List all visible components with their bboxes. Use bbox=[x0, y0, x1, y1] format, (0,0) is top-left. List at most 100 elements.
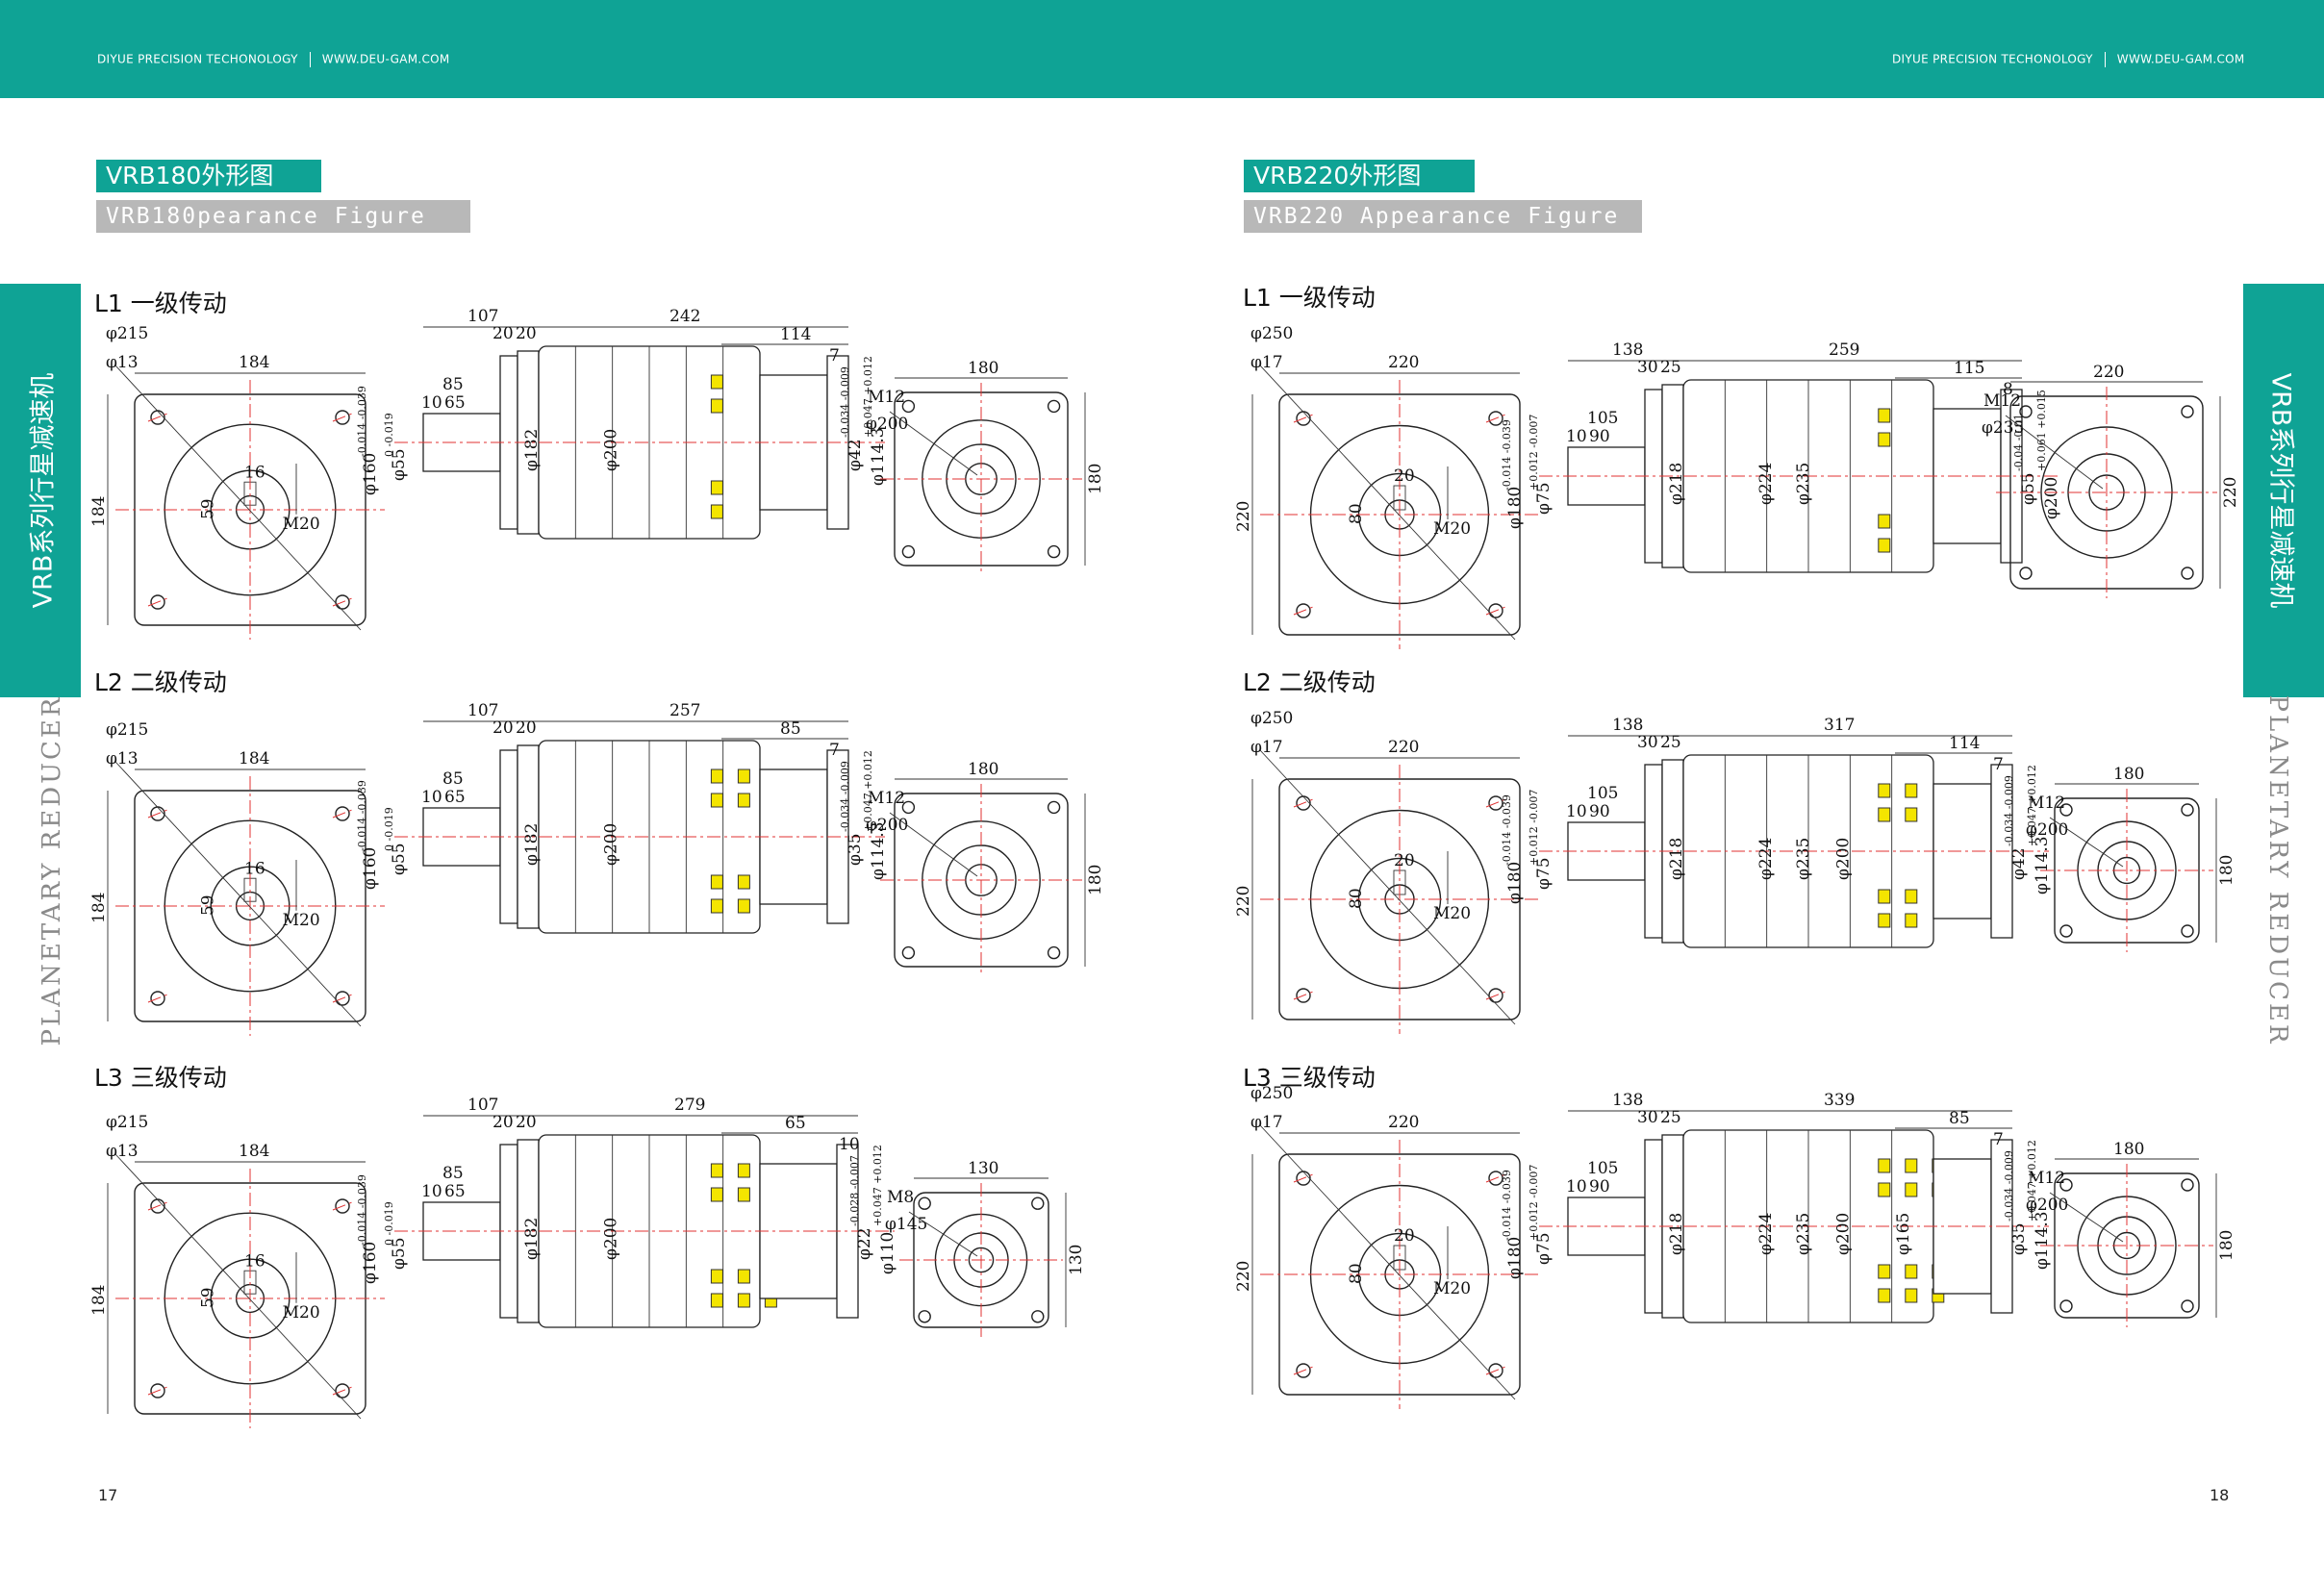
dimension-label: M12 bbox=[1983, 391, 2021, 411]
dimension-label: φ200 bbox=[2026, 1196, 2068, 1215]
dimension-label: -0.014 -0.039 bbox=[1501, 1170, 1513, 1241]
dimension-label: 10 bbox=[1566, 427, 1587, 446]
mounting-hole bbox=[2181, 924, 2194, 938]
center-mark bbox=[1485, 798, 1506, 808]
dimension-label: -0.034 -0.009 bbox=[839, 761, 851, 832]
dimension-label: φ180 bbox=[1505, 862, 1525, 904]
rear-view-drawing: 220 220 M12 φ235 bbox=[1982, 363, 2240, 598]
dimension-label: φ200 bbox=[1834, 1213, 1854, 1255]
dimension-label: φ215 bbox=[106, 720, 148, 740]
dimension-label: φ55 bbox=[390, 1237, 409, 1270]
rear-view-drawing: 180 180 M12 φ200 bbox=[2026, 1140, 2236, 1327]
rear-view-drawing: 130 130 M8 φ145 bbox=[885, 1159, 1086, 1337]
dimension-label: φ114.3 bbox=[2033, 1211, 2052, 1270]
dimension-label: φ13 bbox=[106, 353, 139, 372]
dimension-label: φ200 bbox=[1834, 838, 1854, 880]
dimension-label: φ55 bbox=[2019, 472, 2038, 505]
dimension-label: 10 bbox=[839, 1135, 860, 1154]
dimension-label: φ235 bbox=[1794, 1213, 1813, 1255]
dimension-label: M20 bbox=[1433, 1279, 1471, 1298]
center-mark bbox=[1485, 1173, 1506, 1183]
dimension-label: φ75 bbox=[1534, 857, 1554, 890]
side-tab-label: VRB系列行星减速机 bbox=[28, 372, 59, 609]
website: WWW.DEU-GAM.COM bbox=[2116, 52, 2245, 66]
dimension-label: M20 bbox=[1433, 904, 1471, 923]
dimension-label: M12 bbox=[2028, 794, 2065, 813]
dimension-label: 20 bbox=[516, 1113, 537, 1132]
dimension-label: 7 bbox=[1993, 755, 2004, 774]
dimension-label: φ218 bbox=[1667, 463, 1686, 505]
mounting-hole bbox=[1488, 795, 1503, 811]
leader-line bbox=[1259, 749, 1516, 1025]
center-mark bbox=[1293, 1366, 1314, 1375]
dimension-label: 105 bbox=[1587, 409, 1618, 428]
dimension-label: φ35 bbox=[2009, 1222, 2029, 1255]
right-title-cn: VRB220外形图 bbox=[1244, 160, 1475, 192]
bolt-marker bbox=[710, 793, 723, 808]
dimension-label: 184 bbox=[89, 893, 109, 923]
dimension-label: 85 bbox=[1949, 1109, 1970, 1128]
center-mark bbox=[1485, 991, 1506, 1000]
dimension-label: 16 bbox=[244, 1251, 265, 1271]
dimension-label: 180 bbox=[1086, 464, 1105, 494]
dimension-label: 10 bbox=[1566, 802, 1587, 821]
dimension-label: 0 -0.019 bbox=[383, 807, 395, 851]
dimension-label: 8 bbox=[2003, 380, 2013, 399]
dimension-label: 130 bbox=[1067, 1245, 1086, 1275]
dimension-label: 20 bbox=[493, 718, 514, 738]
dimension-label: -0.014 -0.039 bbox=[1501, 419, 1513, 491]
dimension-label: 115 bbox=[1954, 359, 1984, 378]
dimension-label: φ235 bbox=[1794, 838, 1813, 880]
center-mark bbox=[147, 809, 168, 819]
bolt-marker bbox=[710, 768, 723, 784]
dimension-label: 180 bbox=[1086, 865, 1105, 895]
dimension-label: 85 bbox=[780, 719, 801, 739]
dimension-label: φ200 bbox=[866, 816, 908, 835]
bolt-marker bbox=[1878, 432, 1891, 447]
page-number-right: 18 bbox=[2210, 1486, 2230, 1504]
dimension-label: 20 bbox=[1394, 466, 1415, 486]
bolt-marker bbox=[737, 874, 750, 890]
bolt-marker bbox=[737, 1269, 750, 1284]
mounting-hole bbox=[335, 1383, 350, 1398]
dimension-label: 20 bbox=[493, 324, 514, 343]
dimension-label: 80 bbox=[1347, 888, 1366, 909]
dimension-label: φ235 bbox=[1794, 463, 1813, 505]
center-mark bbox=[332, 1201, 353, 1211]
bolt-marker bbox=[1878, 913, 1891, 928]
dimension-label: -0.034 -0.009 bbox=[2003, 775, 2015, 846]
center-mark bbox=[332, 1386, 353, 1396]
dimension-label: 180 bbox=[2217, 855, 2236, 886]
dimension-label: φ200 bbox=[602, 1218, 621, 1260]
leader-line bbox=[2005, 415, 2104, 490]
dimension-label: 25 bbox=[1660, 733, 1681, 752]
mounting-hole bbox=[150, 1383, 165, 1398]
output-housing bbox=[759, 374, 828, 511]
company-name: DIYUE PRECISION TECHONOLOGY bbox=[1892, 52, 2093, 66]
center-mark bbox=[1485, 414, 1506, 423]
dimension-label: 138 bbox=[1612, 1091, 1643, 1110]
leader-line bbox=[908, 1211, 978, 1257]
dimension-label: φ218 bbox=[1667, 838, 1686, 880]
dimension-label: 7 bbox=[829, 741, 840, 760]
bolt-marker bbox=[1878, 783, 1891, 798]
dimension-label: φ215 bbox=[106, 324, 148, 343]
bolt-marker bbox=[710, 1163, 723, 1178]
header-divider bbox=[309, 52, 311, 67]
dimension-label: M20 bbox=[283, 911, 320, 930]
dimension-label: 20 bbox=[1394, 1226, 1415, 1246]
left-title-cn: VRB180外形图 bbox=[96, 160, 321, 192]
bolt-marker bbox=[1878, 514, 1891, 529]
front-view-drawing: 184 184 φ215 φ13 16 59 M20 bbox=[89, 1113, 385, 1428]
mounting-hole bbox=[1488, 1363, 1503, 1378]
mounting-hole bbox=[2181, 803, 2194, 817]
dimension-label: φ224 bbox=[1756, 1213, 1776, 1255]
side-tab-label: VRB系列行星减速机 bbox=[2265, 372, 2296, 609]
output-bore bbox=[968, 1247, 995, 1273]
dimension-label: +0.047 +0.012 bbox=[2026, 1140, 2038, 1222]
dimension-label: 107 bbox=[467, 307, 498, 326]
dimension-label: 184 bbox=[239, 353, 269, 372]
dimension-label: -0.014 -0.039 bbox=[356, 780, 368, 851]
mounting-hole bbox=[1488, 411, 1503, 426]
dimension-label: 7 bbox=[1993, 1130, 2004, 1149]
